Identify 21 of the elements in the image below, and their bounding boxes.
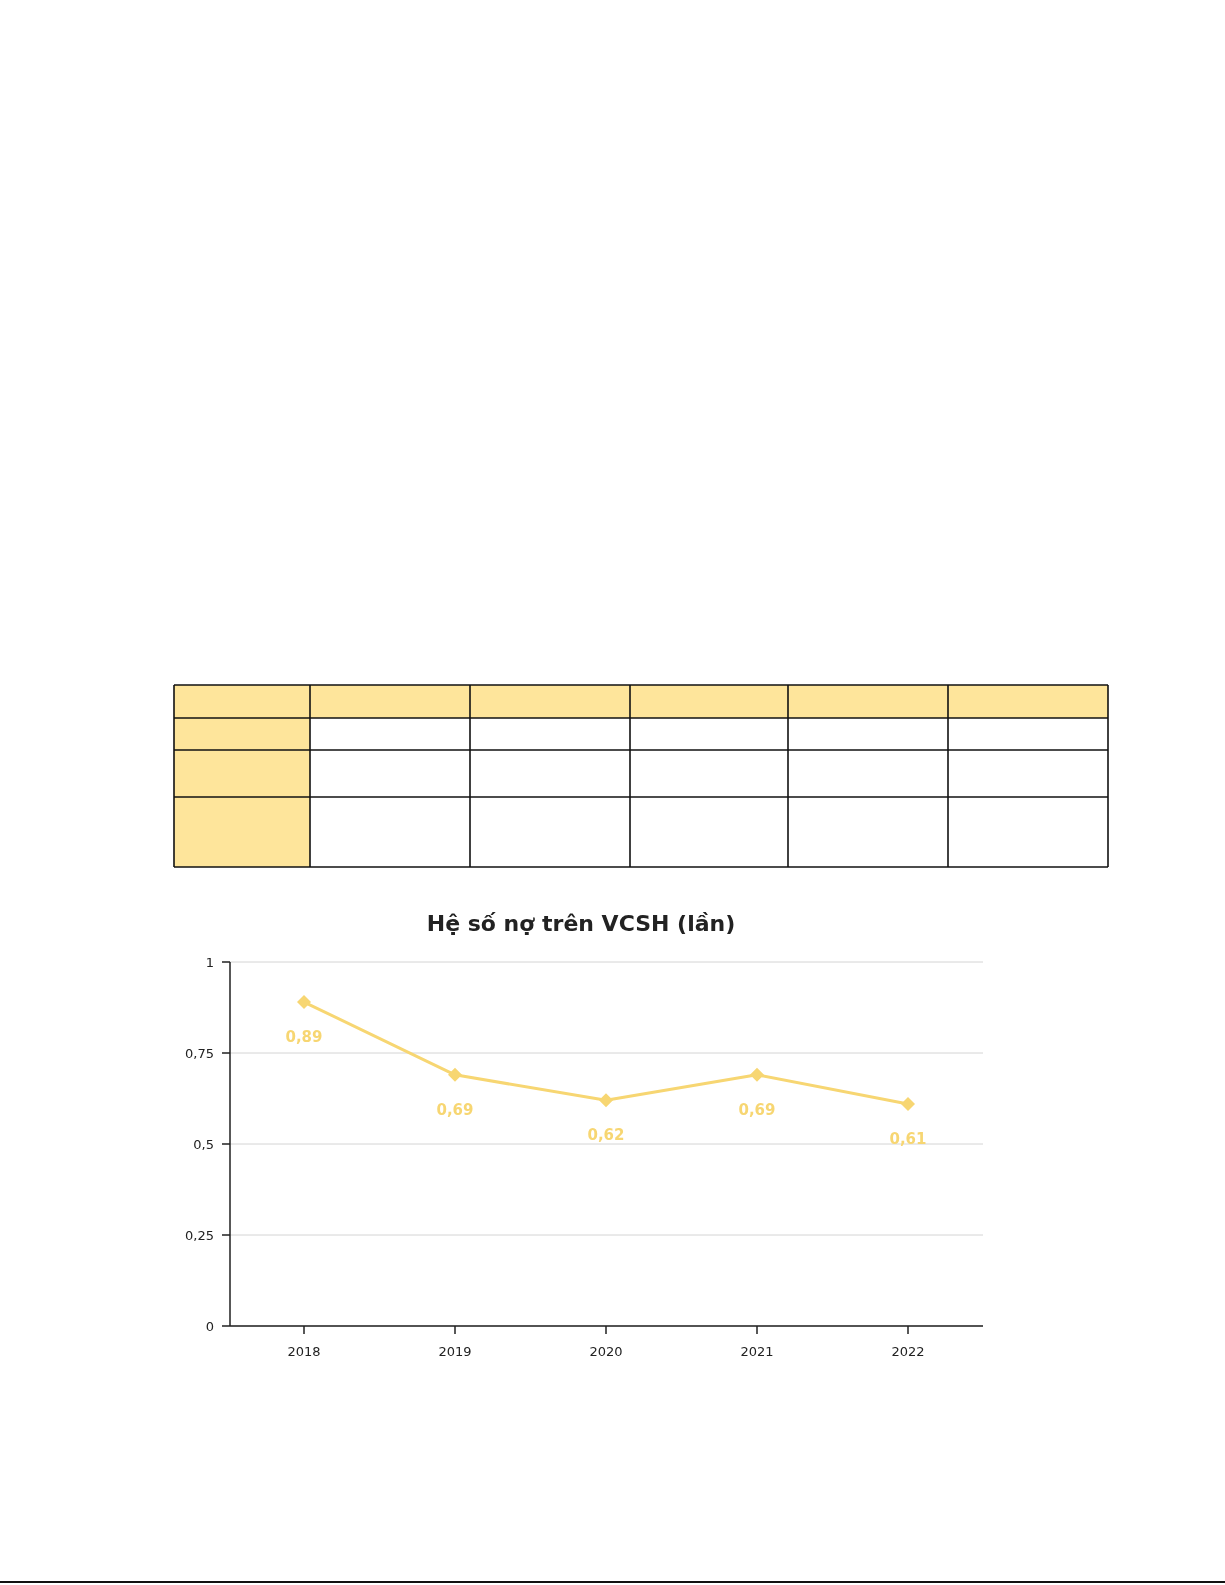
y-tick-label: 1 [205, 954, 214, 970]
data-label: 0,61 [889, 1129, 927, 1148]
point [297, 995, 311, 1010]
y-tick-label: 0,5 [193, 1136, 214, 1152]
y-tick-label: 0 [205, 1318, 214, 1334]
data-label: 0,89 [285, 1028, 323, 1047]
data-label: 0,69 [436, 1100, 474, 1119]
chart-title: Hệ số nợ trên VCSH (lần) [426, 911, 736, 936]
x-tick-label: 2019 [438, 1344, 472, 1359]
x-tick-label: 2021 [740, 1344, 774, 1359]
point [448, 1067, 462, 1082]
y-tick-label: 0,25 [185, 1227, 214, 1243]
data-label: 0,69 [738, 1100, 776, 1119]
x-tick-label: 2018 [287, 1344, 321, 1359]
x-tick-label: 2020 [589, 1344, 623, 1359]
point [599, 1093, 613, 1108]
data-label: 0,62 [587, 1126, 625, 1145]
y-tick-label: 0,75 [185, 1045, 214, 1061]
point [901, 1096, 915, 1111]
x-tick-label: 2022 [891, 1344, 925, 1359]
point [750, 1067, 764, 1082]
